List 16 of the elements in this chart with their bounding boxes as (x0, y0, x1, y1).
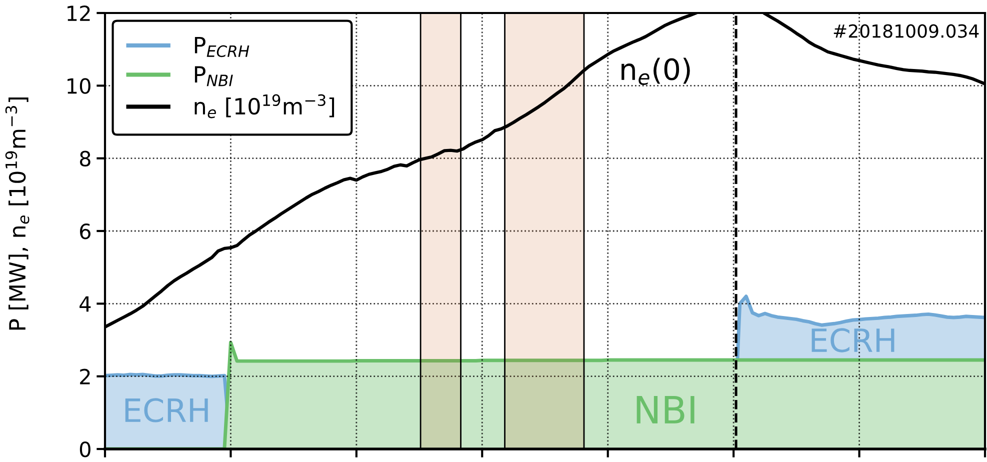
legend-label: P$_{NBI}$ (194, 66, 233, 86)
annotation: ECRH (125, 398, 208, 422)
y-tick-label: 12 (68, 5, 90, 21)
legend-label: P$_{ECRH}$ (194, 36, 250, 58)
annotation: n$_{e}$(0) (622, 58, 690, 85)
annotation: NBI (636, 396, 694, 424)
legend-label: n$_{e}$ [10$^{19}$m$^{−3}$] (194, 94, 334, 118)
y-tick-label: 4 (80, 296, 91, 312)
annotation: #20181009.034 (834, 24, 979, 38)
y-tick-label: 10 (68, 78, 90, 94)
y-tick-label: 8 (80, 150, 90, 167)
y-axis-title: P [MW], n$_{e}$ [10$^{19}$m$^{−3}$] (5, 97, 30, 330)
annotation: ECRH (812, 328, 894, 352)
y-tick-label: 2 (80, 368, 90, 384)
y-tick-label: 0 (80, 441, 90, 458)
y-tick-label: 6 (80, 223, 90, 240)
